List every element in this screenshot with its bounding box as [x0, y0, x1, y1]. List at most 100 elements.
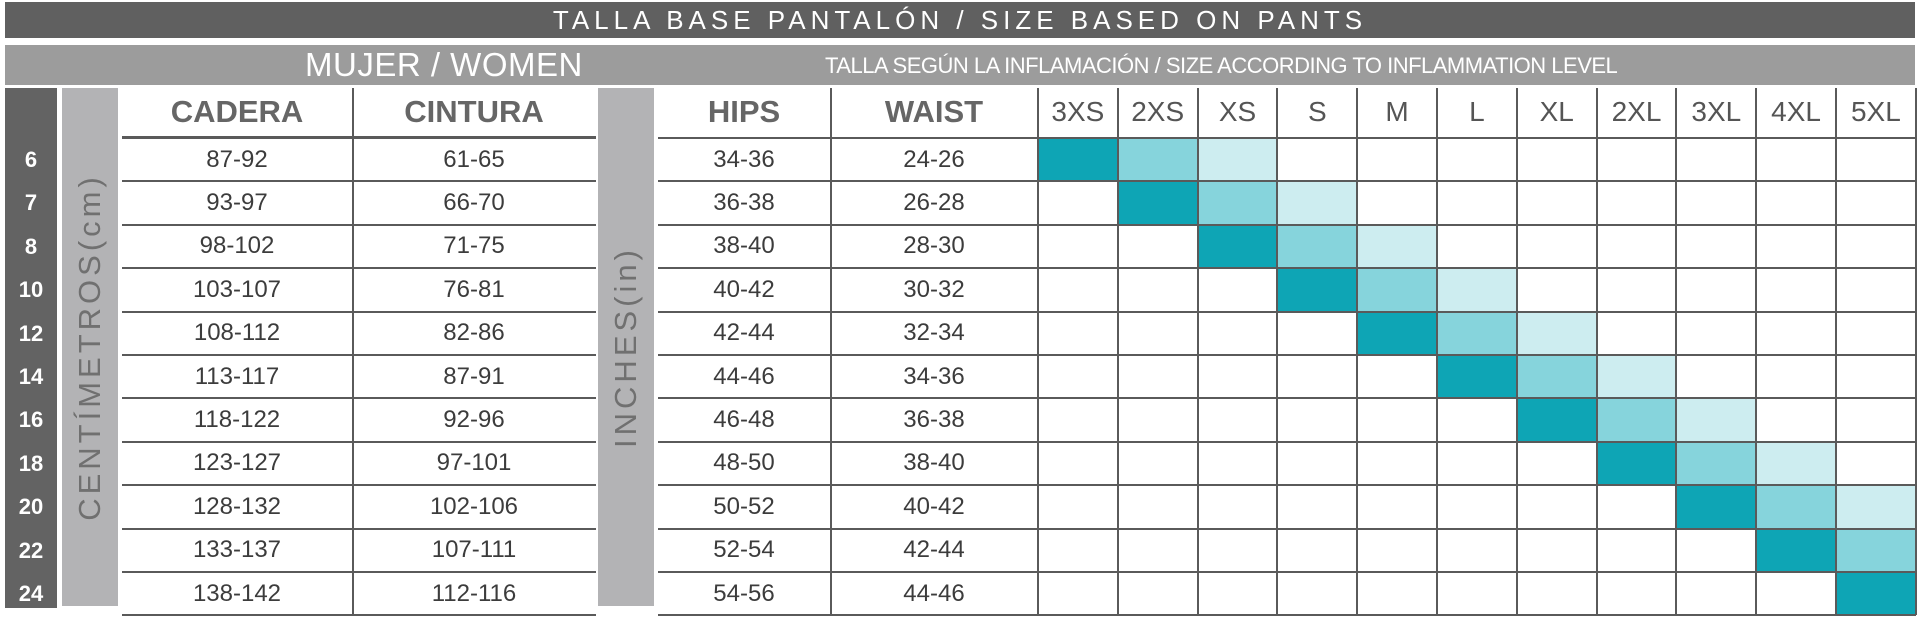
fit-cell-high [1677, 399, 1757, 441]
cell-waist: 24-26 [903, 145, 965, 173]
header-size-4xl: 4XL [1771, 96, 1821, 127]
fit-cell-low [1677, 486, 1757, 528]
fit-cell-medium [1438, 312, 1517, 354]
cell-hips: 50-52 [713, 492, 775, 520]
row-divider [122, 137, 596, 139]
row-divider [122, 223, 596, 226]
row-divider [1038, 310, 1916, 313]
fit-cell-high [1757, 442, 1836, 485]
cell-cintura: 71-75 [443, 232, 505, 260]
column-divider [1037, 88, 1039, 616]
size-number: 7 [24, 190, 38, 216]
cell-hips: 52-54 [713, 536, 775, 564]
row-divider [658, 310, 1038, 313]
column-divider [1675, 88, 1678, 616]
column-divider [830, 88, 832, 616]
column-divider [1515, 88, 1518, 616]
header-size-m: M [1385, 96, 1409, 127]
cell-waist: 26-28 [903, 188, 965, 216]
cell-hips: 48-50 [713, 449, 775, 477]
header-size-5xl: 5XL [1850, 96, 1901, 127]
fit-cell-high [1837, 486, 1916, 528]
row-divider [122, 354, 596, 356]
fit-cell-medium [1118, 139, 1198, 181]
size-number: 22 [18, 537, 44, 563]
row-divider [1038, 527, 1916, 530]
header-size-l: L [1469, 96, 1485, 127]
fit-cell-medium [1358, 269, 1437, 311]
fit-cell-low [1278, 269, 1358, 311]
cell-cadera: 118-122 [193, 405, 281, 433]
row-divider [122, 397, 596, 400]
row-divider [658, 527, 1038, 530]
header-size-2xl: 2XL [1611, 96, 1662, 127]
row-divider [1038, 223, 1916, 226]
cell-hips: 34-36 [713, 145, 775, 173]
row-divider [1038, 614, 1916, 617]
cell-hips: 42-44 [713, 319, 775, 347]
header-size-s: S [1307, 96, 1327, 127]
cell-hips: 40-42 [713, 275, 775, 303]
cell-cadera: 138-142 [192, 579, 282, 607]
size-number: 14 [18, 364, 44, 389]
column-divider [1116, 88, 1119, 616]
row-divider [658, 354, 1038, 356]
cell-cintura: 76-81 [443, 275, 505, 303]
cell-cintura: 107-111 [431, 536, 517, 564]
row-divider [658, 267, 1038, 270]
cell-cadera: 123-127 [192, 449, 282, 477]
cell-waist: 40-42 [903, 492, 965, 520]
fit-cell-low [1039, 139, 1118, 181]
cell-cadera: 133-137 [192, 536, 282, 564]
fit-cell-medium [1677, 442, 1757, 485]
row-divider [658, 397, 1038, 400]
fit-cell-high [1438, 269, 1517, 311]
fit-cell-medium [1757, 486, 1836, 528]
size-number: 10 [18, 277, 44, 303]
cell-cintura: 97-101 [436, 449, 512, 477]
cell-waist: 28-30 [903, 232, 965, 260]
header-waist: WAIST [884, 94, 984, 129]
cell-cadera: 87-92 [206, 145, 268, 173]
size-number: 20 [18, 494, 44, 520]
row-divider [122, 484, 596, 487]
fit-cell-medium [1597, 399, 1677, 441]
header-hips: HIPS [707, 94, 781, 129]
row-divider [122, 267, 596, 270]
size-number: 6 [24, 147, 38, 172]
cell-waist: 30-32 [903, 275, 965, 303]
chart-title-text: TALLA BASE PANTALÓN / SIZE BASED ON PANT… [552, 4, 1368, 35]
row-divider [658, 137, 1038, 139]
cell-cadera: 93-97 [206, 188, 268, 216]
column-divider [1755, 88, 1758, 616]
row-divider [1038, 397, 1916, 400]
cell-cintura: 102-106 [429, 492, 519, 520]
column-divider [1595, 88, 1598, 616]
cell-waist: 34-36 [903, 362, 965, 390]
size-number: 18 [18, 450, 44, 476]
cell-hips: 54-56 [713, 579, 775, 607]
row-divider [658, 571, 1038, 573]
column-divider [1914, 88, 1917, 616]
cell-hips: 36-38 [713, 188, 775, 216]
cell-cadera: 108-112 [193, 319, 281, 347]
fit-cell-low [1358, 312, 1437, 354]
row-divider [658, 484, 1038, 487]
cell-waist: 32-34 [903, 319, 965, 347]
header-cadera: CADERA [170, 94, 304, 129]
fit-cell-low [1438, 356, 1517, 398]
fit-cell-high [1278, 182, 1358, 224]
cell-hips: 38-40 [713, 232, 775, 260]
fit-cell-low [1757, 529, 1836, 571]
inches-label: INCHES(in) [598, 88, 654, 606]
cell-waist: 38-40 [903, 449, 965, 477]
row-divider [1038, 267, 1916, 270]
cell-waist: 36-38 [903, 405, 965, 433]
row-divider [122, 571, 596, 573]
section-header-bar: MUJER / WOMEN TALLA SEGÚN LA INFLAMACIÓN… [5, 45, 1915, 85]
row-divider [658, 614, 1038, 617]
row-divider [1038, 137, 1916, 139]
row-divider [122, 310, 596, 313]
header-size-xs: XS [1218, 96, 1257, 127]
column-divider [1835, 88, 1837, 616]
